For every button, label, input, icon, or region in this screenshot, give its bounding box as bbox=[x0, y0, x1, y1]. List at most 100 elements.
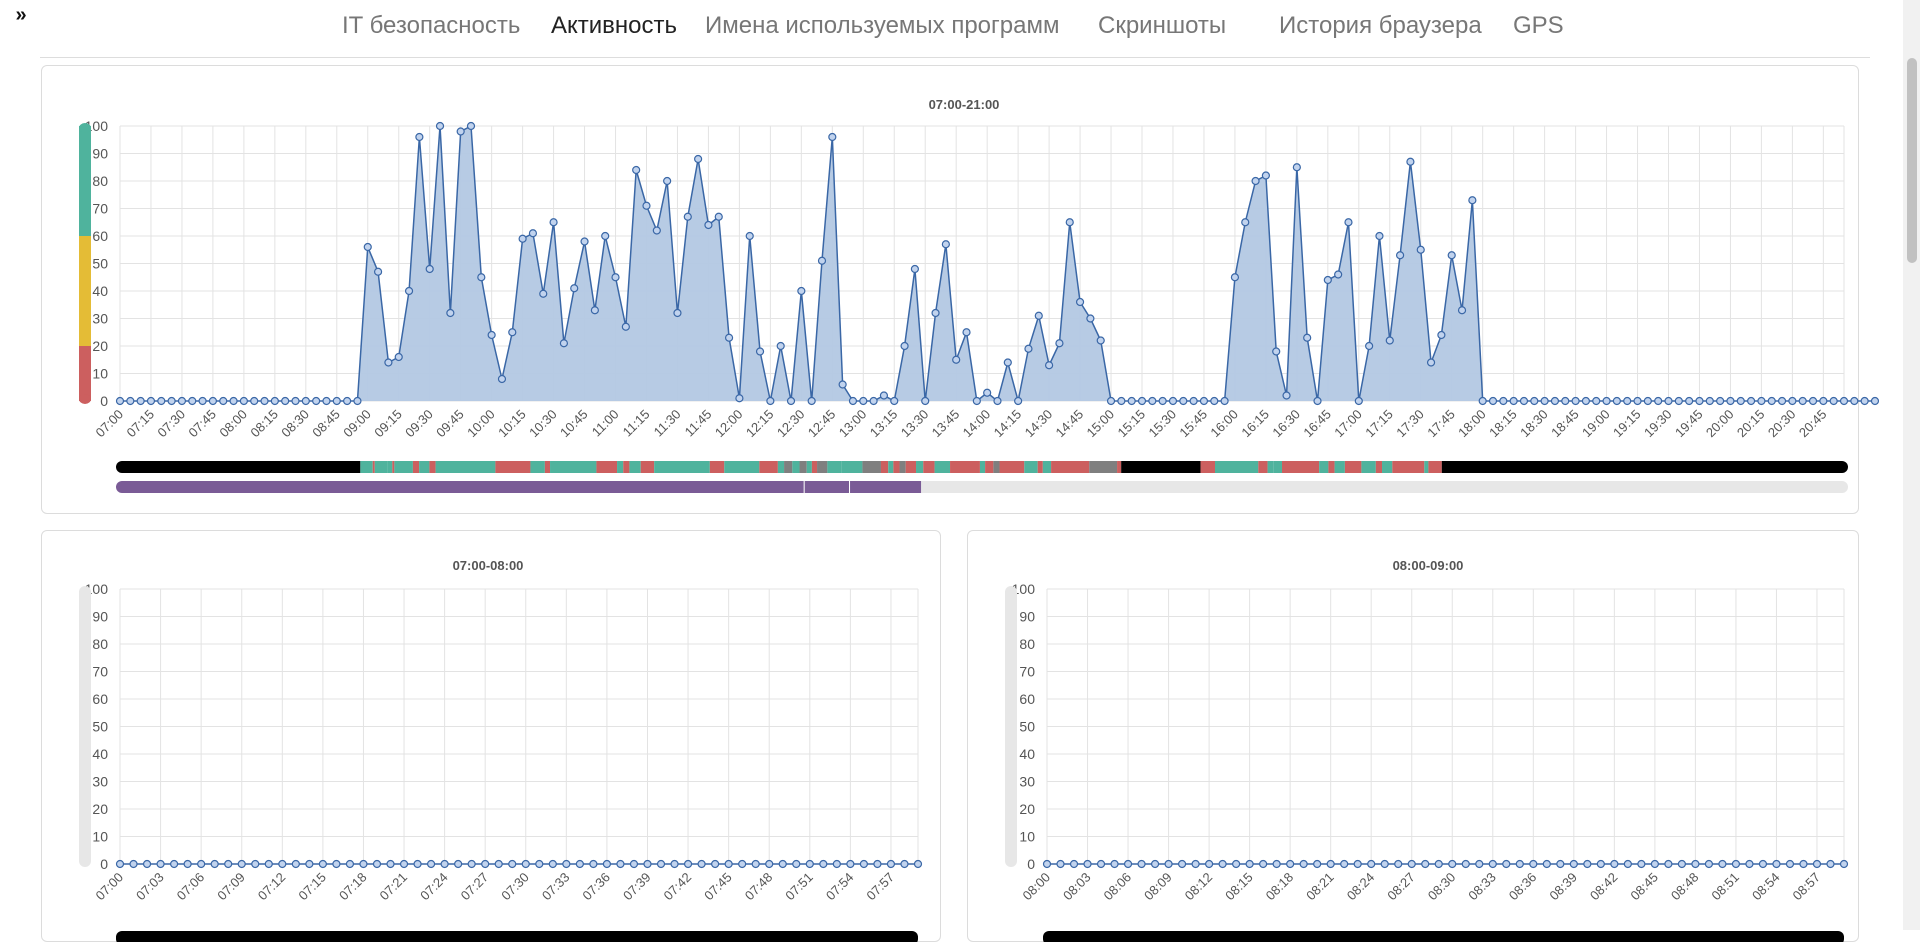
timeline-segment bbox=[374, 461, 388, 473]
x-tick-label: 11:30 bbox=[651, 407, 684, 440]
data-point bbox=[570, 284, 579, 293]
data-point bbox=[415, 132, 424, 142]
data-point bbox=[1468, 196, 1477, 205]
data-point bbox=[318, 859, 327, 869]
tab-it-security[interactable]: IT безопасность bbox=[342, 12, 521, 39]
x-tick-label: 14:45 bbox=[1053, 407, 1087, 441]
y-tick-label: 40 bbox=[92, 283, 108, 299]
timeline-segment bbox=[709, 461, 725, 473]
x-tick-label: 18:15 bbox=[1486, 407, 1520, 441]
data-point bbox=[838, 380, 847, 389]
timeline-segment bbox=[419, 461, 430, 473]
data-point bbox=[1394, 859, 1403, 869]
data-point bbox=[1772, 859, 1781, 869]
x-tick-label: 08:27 bbox=[1384, 870, 1418, 904]
data-point bbox=[1150, 859, 1160, 869]
score-scale-productive bbox=[79, 126, 91, 236]
data-point bbox=[372, 859, 382, 869]
data-point bbox=[1643, 396, 1652, 406]
timeline-segment bbox=[1441, 461, 1848, 473]
page-scrollbar[interactable] bbox=[1903, 0, 1920, 930]
data-point bbox=[278, 859, 287, 869]
x-tick-label: 08:33 bbox=[1465, 870, 1499, 904]
data-point bbox=[1870, 396, 1880, 406]
x-tick-label: 08:12 bbox=[1182, 870, 1216, 904]
tab-program-names[interactable]: Имена используемых программ bbox=[705, 12, 1060, 39]
timeline-segment bbox=[777, 461, 785, 473]
data-point bbox=[1457, 306, 1467, 315]
tab-gps[interactable]: GPS bbox=[1513, 12, 1564, 39]
data-point bbox=[642, 201, 651, 210]
data-point bbox=[1540, 396, 1549, 406]
x-tick-label: 11:00 bbox=[589, 407, 622, 440]
x-tick-label: 08:45 bbox=[309, 407, 343, 441]
x-tick-label: 20:00 bbox=[1703, 407, 1737, 441]
timeline-segment bbox=[629, 461, 641, 473]
data-point bbox=[738, 859, 747, 869]
x-tick-label: 07:33 bbox=[539, 870, 573, 904]
x-tick-label: 07:48 bbox=[742, 870, 776, 904]
data-point bbox=[291, 859, 300, 869]
data-point bbox=[1571, 396, 1580, 406]
data-point bbox=[792, 859, 801, 869]
data-point bbox=[229, 396, 238, 406]
x-tick-label: 07:09 bbox=[214, 870, 248, 904]
tab-browser-history[interactable]: История браузера bbox=[1279, 12, 1482, 39]
data-point bbox=[1416, 245, 1425, 254]
data-point bbox=[1633, 396, 1642, 406]
expand-sidebar-button[interactable]: » bbox=[8, 4, 34, 26]
x-tick-label: 15:15 bbox=[1115, 407, 1149, 441]
timeline-segment bbox=[841, 461, 863, 473]
data-point bbox=[1069, 859, 1079, 869]
y-tick-label: 20 bbox=[92, 338, 108, 354]
data-point bbox=[454, 859, 463, 869]
data-point bbox=[435, 121, 445, 131]
data-point bbox=[394, 352, 403, 362]
data-point bbox=[183, 859, 192, 869]
y-tick-label: 70 bbox=[92, 664, 108, 680]
chart-title: 07:00-08:00 bbox=[453, 558, 524, 573]
tab-screenshots[interactable]: Скриншоты bbox=[1098, 12, 1227, 39]
data-point bbox=[1664, 859, 1673, 869]
data-point bbox=[251, 859, 260, 869]
data-point bbox=[724, 859, 733, 869]
data-point bbox=[332, 859, 341, 869]
y-tick-label: 90 bbox=[92, 146, 108, 162]
timeline-segment bbox=[1042, 461, 1052, 473]
x-tick-label: 08:06 bbox=[1101, 870, 1135, 904]
data-point bbox=[621, 322, 630, 331]
data-point bbox=[115, 859, 125, 869]
data-point bbox=[1529, 859, 1538, 869]
timeline-segment bbox=[799, 461, 807, 473]
x-tick-label: 08:45 bbox=[1627, 870, 1661, 904]
data-point bbox=[1367, 859, 1376, 869]
data-point bbox=[1353, 859, 1362, 869]
x-tick-label: 15:45 bbox=[1176, 407, 1210, 441]
x-tick-label: 13:15 bbox=[867, 407, 901, 441]
hour-08-card: 08:00-09:00 0 10 20 30 40 50 60 70 80 90 100 08:00 08… bbox=[967, 530, 1859, 942]
data-point bbox=[264, 859, 273, 869]
timeline-segment bbox=[1024, 461, 1038, 473]
data-point bbox=[1785, 859, 1795, 869]
data-point bbox=[1556, 859, 1565, 869]
data-point bbox=[1127, 396, 1136, 406]
data-point bbox=[1777, 396, 1787, 406]
timeline-segment bbox=[792, 461, 800, 473]
data-point bbox=[1272, 859, 1281, 869]
x-tick-label: 20:15 bbox=[1734, 407, 1768, 441]
data-point bbox=[1448, 859, 1457, 869]
data-point bbox=[735, 394, 744, 403]
y-tick-label: 20 bbox=[1019, 801, 1035, 817]
x-tick-label: 10:00 bbox=[464, 407, 498, 441]
timeline-segment bbox=[893, 461, 900, 473]
y-tick-label: 0 bbox=[100, 393, 108, 409]
tab-activity[interactable]: Активность bbox=[551, 12, 678, 39]
data-point bbox=[697, 859, 706, 869]
score-scale-empty bbox=[79, 586, 91, 867]
x-tick-label: 16:00 bbox=[1207, 407, 1241, 441]
x-tick-label: 19:15 bbox=[1610, 407, 1644, 441]
scrollbar-thumb[interactable] bbox=[1907, 58, 1917, 263]
timeline-segment bbox=[394, 461, 413, 473]
data-point bbox=[1210, 396, 1219, 406]
daily-activity-card: 07:00-21:00 0 10 20 30 40 50 60 70 80 90 100 07:00 07… bbox=[41, 65, 1880, 514]
